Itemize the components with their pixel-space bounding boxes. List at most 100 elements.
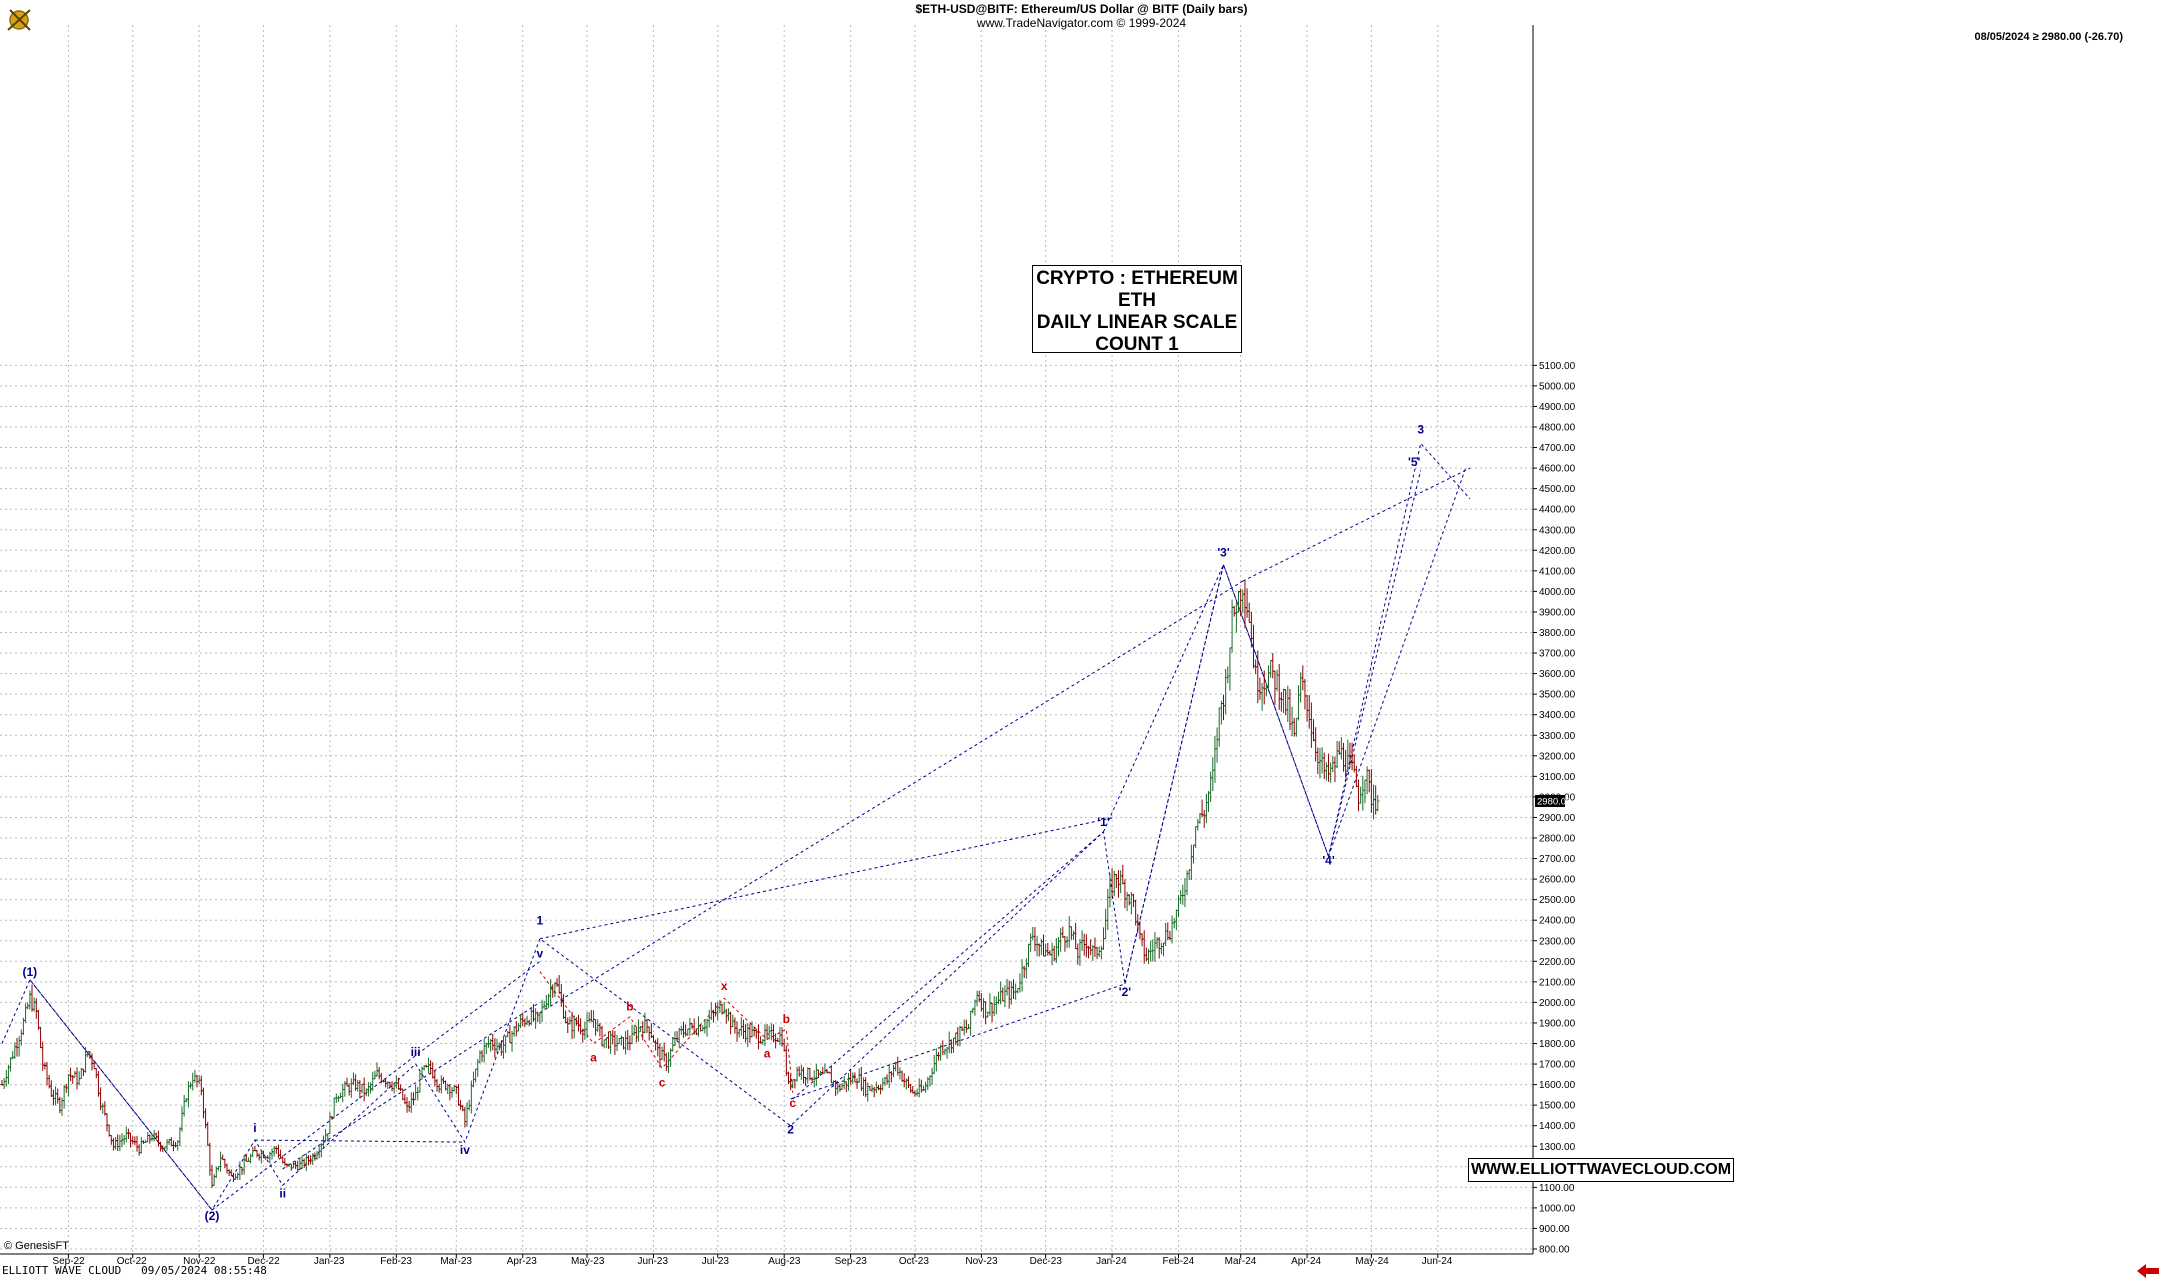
- price-bar: [1329, 762, 1333, 783]
- price-bar: [293, 1160, 298, 1169]
- price-bar: [722, 1001, 726, 1015]
- x-tick-label: Nov-23: [965, 1256, 998, 1267]
- price-bar: [358, 1080, 362, 1099]
- price-bar: [90, 1053, 94, 1071]
- x-tick-label: Feb-24: [1163, 1256, 1195, 1267]
- price-bar: [544, 995, 548, 1009]
- price-bar: [1226, 666, 1230, 684]
- price-bar: [1247, 602, 1251, 623]
- price-bar: [1033, 927, 1037, 952]
- price-bar: [1294, 717, 1298, 737]
- price-bar: [394, 1075, 398, 1089]
- price-bar: [431, 1062, 435, 1079]
- wave-label: '5': [1408, 455, 1421, 469]
- price-bar: [178, 1127, 182, 1147]
- price-bar: [1356, 779, 1361, 812]
- price-bar: [1106, 888, 1110, 930]
- chart-subtitle: www.TradeNavigator.com © 1999-2024: [976, 16, 1187, 30]
- wave-label: c: [659, 1075, 666, 1089]
- price-bar: [866, 1082, 870, 1102]
- price-bar: [122, 1135, 126, 1145]
- price-bar: [1224, 668, 1228, 715]
- price-bar: [1059, 927, 1063, 952]
- price-bar: [332, 1097, 336, 1119]
- price-bar: [534, 1008, 538, 1029]
- price-bar: [201, 1087, 206, 1119]
- price-bar: [478, 1050, 482, 1064]
- price-bar: [664, 1052, 668, 1072]
- price-bar: [236, 1172, 240, 1180]
- price-bar: [1050, 942, 1054, 966]
- price-bar: [396, 1077, 401, 1090]
- price-bar: [1044, 943, 1048, 957]
- price-bar: [711, 1009, 716, 1023]
- left-arrow-icon[interactable]: [2137, 1264, 2159, 1283]
- price-bar: [1131, 893, 1136, 907]
- price-bar: [519, 1014, 523, 1029]
- price-bars: [0, 580, 1380, 1188]
- price-bar: [379, 1072, 383, 1084]
- price-bar: [604, 1037, 608, 1049]
- price-bar: [1046, 942, 1050, 956]
- price-bar: [559, 984, 563, 1007]
- price-bar: [1196, 818, 1200, 831]
- price-bar: [416, 1086, 420, 1101]
- price-bar: [1211, 757, 1215, 792]
- price-bar: [13, 1042, 17, 1059]
- price-bar: [735, 1021, 739, 1042]
- price-bar: [165, 1139, 169, 1151]
- price-bar: [688, 1017, 692, 1036]
- price-bar: [450, 1087, 454, 1098]
- price-bar: [981, 998, 986, 1019]
- price-bar: [1176, 895, 1181, 918]
- price-bar: [784, 1045, 788, 1076]
- price-bar: [763, 1024, 767, 1047]
- y-tick-label: 1100.00: [1539, 1183, 1575, 1194]
- crossed-swords-emblem-icon: [4, 4, 34, 34]
- y-tick-label: 4200.00: [1539, 546, 1576, 557]
- price-bar: [366, 1082, 371, 1097]
- price-bar: [778, 1026, 782, 1046]
- price-bar: [1369, 769, 1373, 813]
- price-bar: [844, 1081, 848, 1092]
- price-bar: [36, 1009, 41, 1030]
- price-bar: [915, 1088, 919, 1097]
- price-bar: [1367, 769, 1371, 793]
- price-bar: [793, 1079, 797, 1089]
- price-bar: [356, 1079, 360, 1092]
- price-bar: [996, 991, 1001, 1005]
- price-bar: [1181, 884, 1185, 905]
- info-box: CRYPTO : ETHEREUM ETH DAILY LINEAR SCALE…: [1032, 265, 1242, 355]
- price-bar: [28, 990, 32, 1010]
- x-tick-label: Apr-24: [1291, 1256, 1321, 1267]
- price-bar: [1234, 601, 1238, 633]
- wave-line: [1242, 467, 1471, 582]
- price-bar: [934, 1048, 938, 1072]
- footer-timestamp: ELLIOTT WAVE CLOUD 09/05/2024 08:55:48: [2, 1264, 267, 1277]
- price-bar: [53, 1086, 58, 1106]
- price-bar: [855, 1078, 859, 1089]
- price-bar: [971, 1007, 975, 1014]
- price-bar: [551, 984, 555, 998]
- price-bar: [111, 1138, 116, 1151]
- price-bar: [994, 996, 998, 1015]
- price-bar: [411, 1092, 416, 1106]
- price-bar: [75, 1067, 79, 1090]
- price-bar: [336, 1095, 341, 1102]
- price-bar: [1056, 936, 1061, 957]
- price-bar: [274, 1146, 278, 1154]
- price-bar: [233, 1173, 238, 1180]
- price-bar: [56, 1088, 60, 1104]
- price-bar: [446, 1083, 450, 1094]
- y-tick-label: 2700.00: [1539, 854, 1576, 865]
- price-bar: [30, 984, 34, 1012]
- price-bar: [242, 1154, 246, 1175]
- price-bar: [1284, 689, 1288, 716]
- price-bar: [585, 1012, 589, 1039]
- data-provider-credit: © GenesisFT: [4, 1240, 69, 1252]
- price-bar: [744, 1024, 748, 1043]
- y-tick-label: 1400.00: [1539, 1121, 1576, 1132]
- price-bar: [630, 1024, 634, 1045]
- y-tick-label: 900.00: [1539, 1224, 1570, 1235]
